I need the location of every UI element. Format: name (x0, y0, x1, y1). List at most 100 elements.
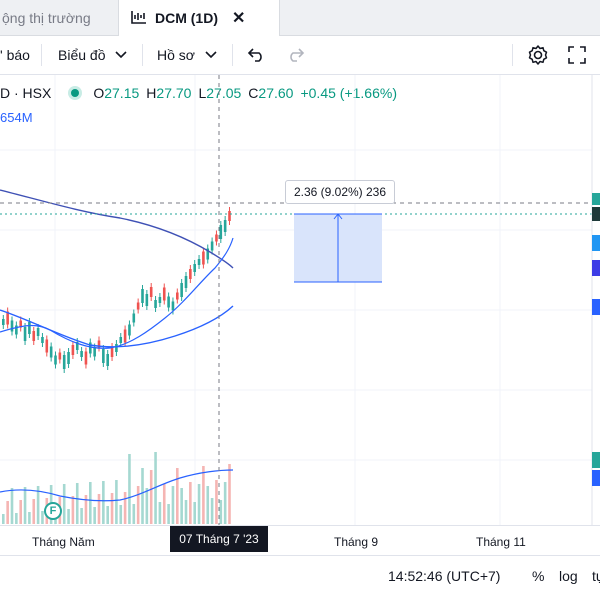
candle-body (210, 241, 214, 251)
volume-bar (102, 481, 105, 524)
candle-body (184, 276, 188, 288)
volume-bar (149, 470, 153, 524)
candle-body (202, 251, 205, 265)
volume-bar (206, 486, 210, 524)
time-axis[interactable]: Tháng Năm 07 Tháng 7 '23 Tháng 9 Tháng 1… (0, 525, 600, 556)
candle-body (149, 287, 153, 297)
ma-fast-line (0, 237, 234, 349)
volume-value: 654M (0, 110, 33, 125)
volume-bar (75, 483, 79, 524)
clock-timezone[interactable]: 14:52:46 (UTC+7) (388, 568, 501, 584)
volume-bar (141, 468, 144, 524)
redo-icon (290, 48, 305, 62)
chart-legend: D · HSX O 27.15 H 27.70 L 27.05 C 27.60 +0.4… (0, 85, 397, 101)
volume-bar (32, 499, 36, 524)
volume-bar (184, 500, 188, 524)
profile-button[interactable]: Hồ sơ (157, 36, 217, 74)
candle-body (145, 294, 149, 306)
auto-scale-toggle[interactable]: tự (592, 568, 600, 584)
close-value: 27.60 (258, 85, 294, 101)
time-axis-label: Tháng Năm (32, 535, 95, 549)
symbol-label[interactable]: D · HSX (0, 85, 52, 101)
volume-bar (123, 492, 127, 524)
candle-body (136, 302, 140, 310)
toolbar-divider (142, 44, 143, 66)
candle-body (176, 292, 179, 300)
volume-bar (215, 480, 218, 524)
settings-button[interactable] (527, 36, 549, 74)
candle-body (132, 313, 136, 323)
volume-bar (154, 452, 157, 524)
candle-body (215, 234, 218, 242)
candle-body (158, 297, 162, 303)
candle-body (6, 311, 9, 325)
volume-bar (89, 482, 92, 524)
redo-button[interactable] (286, 36, 306, 74)
candle-body (23, 327, 27, 341)
candle-body (84, 351, 88, 365)
candle-body (62, 355, 66, 369)
volume-bar (71, 496, 75, 524)
volume-bar (67, 509, 70, 524)
chevron-down-icon (205, 51, 217, 59)
grid-lines (0, 75, 592, 525)
volume-marker (592, 452, 600, 468)
toolbar-divider (41, 44, 42, 66)
tab-market-movers[interactable]: ộng thị trường (0, 0, 120, 35)
time-axis-label: Tháng 11 (476, 535, 526, 549)
candle-body (154, 300, 157, 308)
volume-bar (93, 507, 96, 524)
alert-button[interactable]: ' báo (0, 36, 30, 74)
undo-icon (247, 48, 262, 62)
financial-event-marker[interactable]: F (44, 502, 62, 520)
candle-body (223, 220, 227, 232)
volume-bar (119, 505, 123, 524)
candle-body (80, 351, 83, 357)
fullscreen-icon (568, 46, 586, 64)
change-value: +0.45 (+1.66%) (300, 85, 397, 101)
fullscreen-button[interactable] (568, 36, 586, 74)
percent-scale-toggle[interactable]: % (532, 568, 545, 584)
volume-bar (180, 488, 183, 524)
volume-bar (171, 486, 175, 524)
price-marker (592, 235, 600, 251)
volume-bar (19, 500, 22, 524)
close-tab-icon[interactable]: ✕ (232, 10, 246, 27)
volume-bar (167, 504, 170, 524)
candle-body (36, 328, 40, 336)
candle-body (219, 225, 223, 239)
volume-bar (15, 513, 18, 524)
price-marker (592, 193, 600, 205)
market-status-dot-icon (71, 89, 80, 97)
volume-bar (193, 502, 196, 524)
tab-dcm-chart[interactable]: DCM (1D) ✕ (118, 0, 280, 36)
open-value: 27.15 (104, 85, 140, 101)
chart-toolbar: ' báo Biểu đồ Hồ sơ (0, 36, 600, 75)
candle-body (119, 337, 123, 343)
high-label: H (146, 85, 157, 101)
chevron-down-icon (115, 51, 128, 59)
volume-bar (97, 494, 101, 524)
candle-body (115, 344, 118, 352)
undo-button[interactable] (246, 36, 266, 74)
volume-bar (110, 493, 114, 524)
candle-body (2, 319, 5, 325)
high-value: 27.70 (156, 85, 192, 101)
price-range-box (294, 214, 382, 282)
volume-bar (189, 482, 192, 524)
log-scale-toggle[interactable]: log (559, 568, 578, 584)
price-marker (592, 207, 600, 221)
candle-body (54, 355, 57, 365)
volume-bar (202, 466, 205, 524)
time-axis-label: Tháng 9 (334, 535, 379, 549)
candle-body (15, 325, 18, 335)
low-value: 27.05 (206, 85, 242, 101)
candle-body (97, 340, 101, 348)
volume-bar (10, 488, 14, 524)
low-label: L (198, 85, 207, 101)
chart-type-label: Biểu đồ (58, 47, 106, 63)
volume-bar (62, 484, 66, 524)
price-chart[interactable] (0, 0, 600, 525)
chart-type-button[interactable]: Biểu đồ (58, 36, 128, 74)
volume-bar (219, 500, 223, 524)
